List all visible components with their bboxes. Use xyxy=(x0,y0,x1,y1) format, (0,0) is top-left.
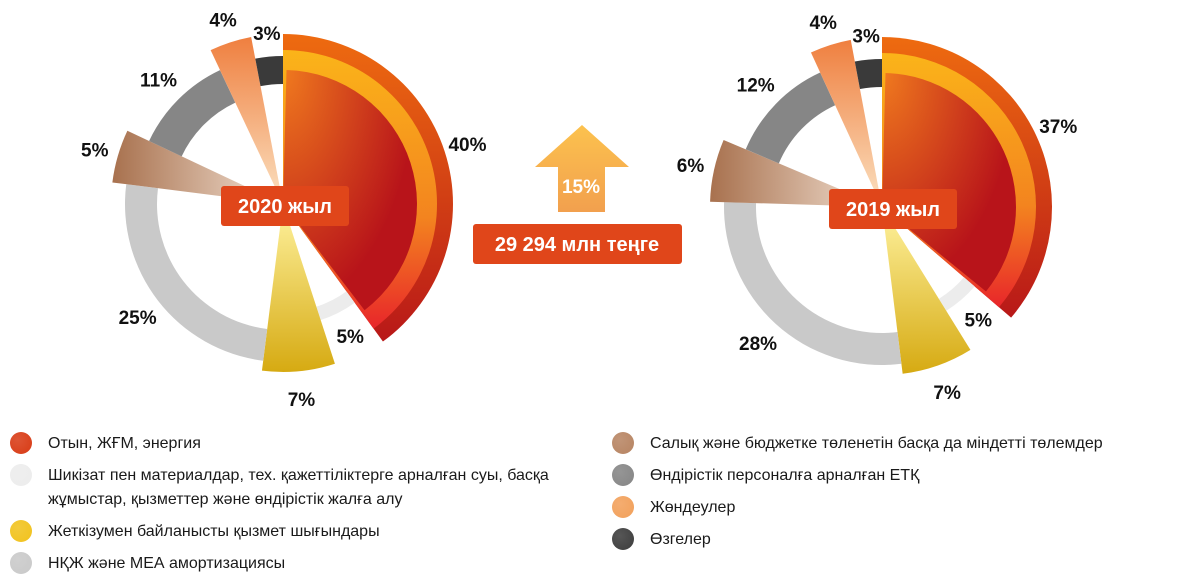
slice-materials-shape xyxy=(938,277,975,311)
slice-depreciation-shape xyxy=(724,202,902,365)
legend-swatch-icon xyxy=(10,520,32,542)
legend-label: Шикізат пен материалдар, тех. қажеттілік… xyxy=(48,467,549,508)
year-badge-bg xyxy=(829,189,957,229)
total-value-badge: 29 294 млн теңге xyxy=(473,224,682,264)
pie-slice-materials xyxy=(316,291,355,321)
legend-item: Өндірістік персоналға арналған ЕТҚ xyxy=(612,464,1172,488)
legend-left-column: Отын, ЖҒМ, энергия Шикізат пен материалда… xyxy=(10,432,590,584)
legend-swatch-icon xyxy=(10,464,32,486)
slice-materials-shape xyxy=(316,291,355,321)
legend-item: Өзгелер xyxy=(612,528,1172,552)
year-badge: 2019 жыл xyxy=(829,189,957,229)
legend-label: Жеткізумен байланысты қызмет шығындары xyxy=(48,523,380,540)
legend-label: Жөндеулер xyxy=(650,499,736,516)
pie-slice-repairs xyxy=(210,37,283,204)
year-badge: 2020 жыл xyxy=(221,186,349,226)
pie-slice-repairs xyxy=(810,39,882,207)
slice-label-delivery: 7% xyxy=(288,390,316,411)
legend-item: Салық және бюджетке төленетін басқа да м… xyxy=(612,432,1172,456)
year-badge-bg xyxy=(221,186,349,226)
legend-item: НҚЖ және МЕА амортизациясы xyxy=(10,552,590,576)
legend-item: Отын, ЖҒМ, энергия xyxy=(10,432,590,456)
slice-label-repairs: 4% xyxy=(209,10,237,31)
pie-slice-delivery xyxy=(882,207,971,374)
pie-slice-payroll xyxy=(149,70,236,157)
slice-other-shape xyxy=(854,59,882,90)
legend-label: Салық және бюджетке төленетін басқа да м… xyxy=(650,435,1103,452)
slice-label-repairs: 4% xyxy=(809,13,837,34)
growth-label: 15% xyxy=(562,177,600,198)
slice-depreciation-shape xyxy=(125,184,268,361)
slice-label-payroll: 11% xyxy=(140,71,177,92)
year-badge-label: 2020 жыл xyxy=(238,196,332,218)
pie-slice-depreciation xyxy=(125,184,268,361)
slice-repairs-shape xyxy=(810,39,882,207)
legend-swatch-icon xyxy=(10,552,32,574)
legend-right-column: Салық және бюджетке төленетін басқа да м… xyxy=(612,432,1172,560)
slice-delivery-shape xyxy=(261,204,335,372)
slice-tax-shape xyxy=(112,130,284,204)
slice-other-shape xyxy=(255,56,283,87)
legend-swatch-icon xyxy=(612,464,634,486)
pie-slice-materials xyxy=(938,277,975,311)
pie-slice-payroll xyxy=(745,72,836,164)
slice-label-depreciation: 25% xyxy=(119,308,157,329)
pie-slice-delivery xyxy=(261,204,335,372)
legend-swatch-icon xyxy=(10,432,32,454)
pie-slice-tax xyxy=(112,130,284,204)
slice-label-tax: 5% xyxy=(81,140,109,161)
legend-label: Отын, ЖҒМ, энергия xyxy=(48,435,201,452)
legend-item: Жеткізумен байланысты қызмет шығындары xyxy=(10,520,590,544)
slice-label-materials: 5% xyxy=(336,327,364,348)
slice-label-materials: 5% xyxy=(965,310,993,331)
legend-item: Жөндеулер xyxy=(612,496,1172,520)
slice-label-fuel: 37% xyxy=(1039,117,1077,138)
pie-slice-fuel xyxy=(882,37,1052,318)
slice-label-fuel: 40% xyxy=(448,135,486,156)
legend-swatch-icon xyxy=(612,432,634,454)
charts-area: 40% 5% 7% 25% 5% 11% 4% 3% 2020 жыл 37% 5% 7% 28% 6%… xyxy=(81,10,1078,411)
legend-label: Өзгелер xyxy=(650,531,711,548)
pie-chart-2020: 40% 5% 7% 25% 5% 11% 4% 3% 2020 жыл xyxy=(81,10,487,411)
pie-chart-2019: 37% 5% 7% 28% 6% 12% 4% 3% 2019 жыл xyxy=(677,13,1078,404)
year-badge-label: 2019 жыл xyxy=(846,199,940,221)
legend: Отын, ЖҒМ, энергия Шикізат пен материалда… xyxy=(0,432,1180,579)
slice-label-other: 3% xyxy=(253,24,281,45)
pie-slice-fuel xyxy=(283,34,453,342)
legend-swatch-icon xyxy=(612,528,634,550)
slice-label-other: 3% xyxy=(852,27,880,48)
slice-repairs-shape xyxy=(210,37,283,204)
growth-arrow: 15% xyxy=(535,125,629,212)
slice-delivery-shape xyxy=(882,207,971,374)
slice-payroll-shape xyxy=(745,72,836,164)
pie-slice-other xyxy=(854,59,882,90)
pie-slice-other xyxy=(255,56,283,87)
legend-swatch-icon xyxy=(612,496,634,518)
slice-label-delivery: 7% xyxy=(933,383,961,404)
legend-item: Шикізат пен материалдар, тех. қажеттілік… xyxy=(10,464,590,512)
slice-label-payroll: 12% xyxy=(737,75,775,96)
total-value-label: 29 294 млн теңге xyxy=(495,234,659,256)
slice-label-tax: 6% xyxy=(677,156,705,177)
slice-fuel-core xyxy=(283,70,417,311)
legend-label: Өндірістік персоналға арналған ЕТҚ xyxy=(650,467,920,484)
slice-fuel-core xyxy=(882,73,1016,292)
legend-label: НҚЖ және МЕА амортизациясы xyxy=(48,555,286,572)
slice-label-depreciation: 28% xyxy=(739,334,777,355)
pie-slice-depreciation xyxy=(724,202,902,365)
slice-payroll-shape xyxy=(149,70,236,157)
